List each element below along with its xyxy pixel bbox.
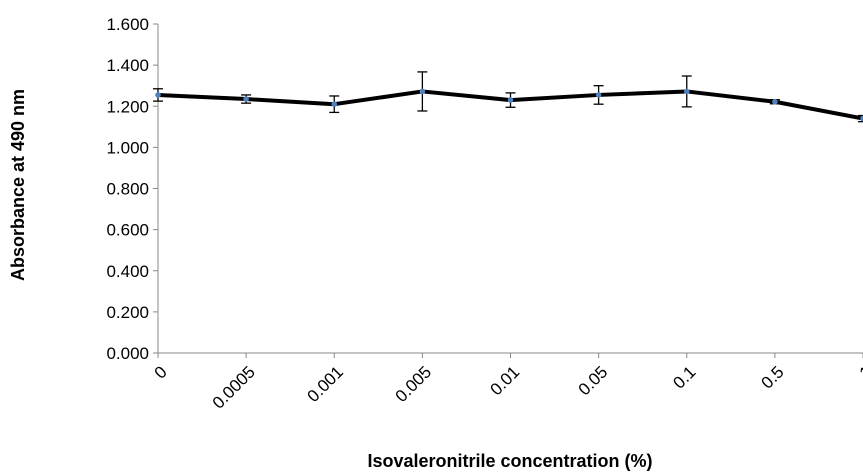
y-tick-label: 0.400 [106, 262, 149, 281]
x-tick-label: 0.001 [304, 362, 348, 406]
data-point [860, 115, 863, 122]
data-point [595, 92, 602, 98]
data-point [683, 88, 690, 95]
x-tick-label: 0.5 [758, 362, 788, 392]
y-tick-label: 1.000 [106, 138, 149, 157]
x-tick-label: 0.0005 [209, 362, 259, 412]
y-tick-label: 1.200 [106, 97, 149, 116]
x-tick-label: 1 [856, 362, 863, 382]
y-tick-label: 1.400 [106, 56, 149, 75]
x-tick-label: 0.005 [392, 362, 436, 406]
x-tick-label: 0.01 [486, 362, 523, 399]
y-tick-label: 0.600 [106, 221, 149, 240]
y-tick-label: 0.800 [106, 180, 149, 199]
data-point [772, 98, 778, 105]
y-tick-label: 0.200 [106, 303, 149, 322]
data-point [419, 88, 426, 95]
x-tick-label: 0.1 [669, 362, 699, 392]
data-point [331, 101, 338, 107]
x-tick-label: 0 [151, 362, 171, 382]
x-tick-label: 0.05 [575, 362, 612, 399]
data-point [243, 96, 249, 102]
error-bar [858, 114, 863, 123]
x-axis-title: Isovaleronitrile concentration (%) [367, 451, 652, 471]
y-tick-label: 1.600 [106, 15, 149, 34]
data-point [507, 97, 514, 103]
y-axis-title: Absorbance at 490 nm [8, 89, 28, 281]
y-tick-label: 0.000 [106, 344, 149, 363]
data-point [155, 92, 161, 98]
